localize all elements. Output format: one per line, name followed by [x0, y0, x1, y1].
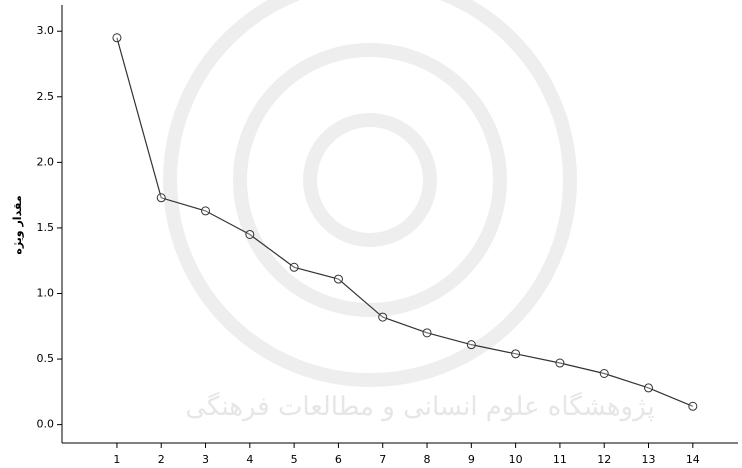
x-tick-label: 1 — [113, 453, 120, 466]
chart: پژوهشگاه علوم انسانی و مطالعات فرهنگی مق… — [0, 0, 742, 468]
x-tick-label: 2 — [158, 453, 165, 466]
x-tick-label: 3 — [202, 453, 209, 466]
point — [423, 329, 431, 337]
y-tick-label: 2.5 — [37, 90, 55, 103]
x-tick-label: 8 — [424, 453, 431, 466]
point — [645, 384, 653, 392]
y-tick-label: 2.0 — [37, 155, 55, 168]
y-tick-label: 0.5 — [37, 352, 55, 365]
x-tick-label: 14 — [686, 453, 700, 466]
point — [157, 194, 165, 202]
x-tick-label: 12 — [597, 453, 611, 466]
point — [556, 359, 564, 367]
point — [334, 275, 342, 283]
y-tick-label: 1.0 — [37, 287, 55, 300]
point — [246, 230, 254, 238]
point — [512, 350, 520, 358]
watermark-art — [170, 0, 570, 380]
x-tick-label: 5 — [291, 453, 298, 466]
x-tick-label: 11 — [553, 453, 567, 466]
y-axis-label: مقدار ویژه — [11, 195, 24, 254]
point — [379, 313, 387, 321]
x-tick-label: 7 — [379, 453, 386, 466]
point — [202, 207, 210, 215]
x-tick-label: 4 — [246, 453, 253, 466]
point — [689, 402, 697, 410]
watermark-text: پژوهشگاه علوم انسانی و مطالعات فرهنگی — [185, 391, 654, 422]
y-tick-label: 3.0 — [37, 24, 55, 37]
x-tick-label: 9 — [468, 453, 475, 466]
y-tick-label: 1.5 — [37, 221, 55, 234]
point — [113, 34, 121, 42]
x-tick-label: 13 — [642, 453, 656, 466]
y-tick-label: 0.0 — [37, 418, 55, 431]
point — [467, 341, 475, 349]
point — [290, 263, 298, 271]
x-tick-label: 10 — [509, 453, 523, 466]
x-tick-label: 6 — [335, 453, 342, 466]
point — [600, 369, 608, 377]
